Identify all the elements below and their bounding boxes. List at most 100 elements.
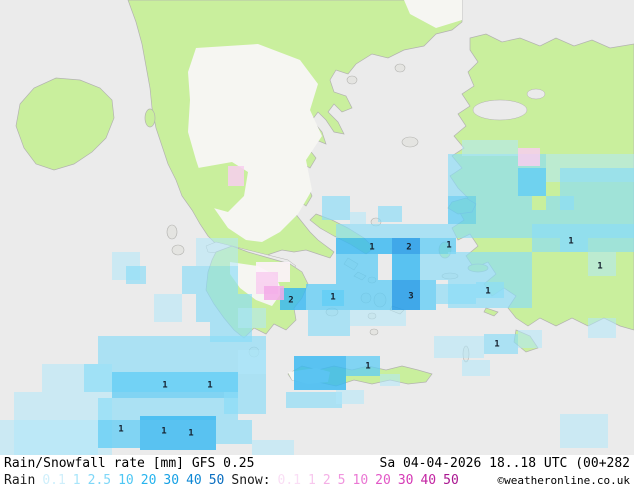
- scale-value: 50: [208, 473, 225, 488]
- precip-cell: [216, 420, 252, 444]
- terrain-north-east: [404, 0, 462, 28]
- precip-cell: [476, 282, 504, 298]
- precip-cell: [476, 196, 532, 224]
- scale-value: 20: [375, 473, 391, 488]
- island-corfu: [144, 108, 156, 128]
- precip-cell: [462, 360, 490, 376]
- precip-value: 1: [162, 381, 167, 391]
- precip-cell: [442, 238, 456, 254]
- sea-inlet: [526, 88, 546, 100]
- precip-value: 1: [118, 425, 123, 435]
- precip-cell: [280, 288, 306, 310]
- footer: Rain/Snowfall rate [mm] GFS 0.25 Sa 04-0…: [0, 455, 634, 490]
- scale-value: 10: [118, 473, 134, 488]
- snow-label: Snow:: [231, 473, 271, 488]
- precip-cell: [112, 372, 238, 398]
- copyright: ©weatheronline.co.uk: [497, 474, 630, 487]
- precip-cell: [336, 224, 448, 238]
- precip-cell: [518, 330, 542, 348]
- precip-cell: [252, 440, 294, 455]
- precipitation-cells: [0, 140, 634, 455]
- precip-cell: [392, 254, 420, 280]
- precip-cell: [264, 286, 284, 300]
- rain-scale: 0.1 1 2.5 10 20 30 40 50: [42, 472, 224, 489]
- sea-marmara: [472, 99, 528, 121]
- precip-value: 1: [494, 340, 499, 350]
- scale-value: 30: [397, 473, 414, 488]
- precip-cell: [392, 238, 420, 254]
- island-limnos: [401, 136, 419, 148]
- precip-cell: [336, 254, 378, 280]
- precip-cell: [308, 310, 350, 336]
- land-italy-heel: [15, 77, 115, 171]
- precip-cell: [434, 336, 484, 358]
- precip-cell: [420, 238, 442, 254]
- scale-value: 20: [140, 473, 157, 488]
- precip-cell: [182, 266, 238, 294]
- precip-cell: [346, 356, 380, 376]
- precip-value: 2: [288, 296, 293, 306]
- scale-value: 2.5: [87, 473, 112, 488]
- precip-value: 1: [188, 429, 193, 439]
- precip-cell: [448, 196, 476, 224]
- precip-value: 1: [207, 381, 212, 391]
- precip-cell: [238, 308, 266, 328]
- precip-cell: [350, 212, 366, 224]
- precip-cell: [350, 310, 406, 326]
- snow-scale: 0.1 1 2 5 10 20 30 40 50: [278, 472, 459, 489]
- precip-cell: [0, 420, 98, 455]
- precip-value: 1: [330, 293, 335, 303]
- scale-value: 40: [420, 473, 437, 488]
- precip-cell: [392, 280, 420, 310]
- precip-value: 1: [161, 427, 166, 437]
- precip-cell: [378, 206, 402, 222]
- island-thasos: [346, 75, 358, 85]
- precip-value: 1: [485, 287, 490, 297]
- precip-cell: [546, 196, 574, 210]
- scale-value: 50: [443, 473, 459, 488]
- island-santorini: [369, 328, 379, 336]
- scale-value: 1: [72, 473, 81, 488]
- precip-cell: [196, 238, 238, 266]
- precip-cell: [294, 356, 346, 390]
- precip-cell: [126, 266, 146, 284]
- map-title: Rain/Snowfall rate [mm] GFS 0.25: [4, 456, 255, 471]
- scale-value: 1: [308, 473, 316, 488]
- scale-value: 0.1: [277, 473, 302, 488]
- precip-cell: [336, 238, 364, 254]
- precip-cell: [420, 280, 436, 310]
- precip-cell: [518, 148, 540, 166]
- scale-value: 2: [322, 473, 331, 488]
- footer-legend-row: Rain 0.1 1 2.5 10 20 30 40 50 Snow: 0.1 1 2 5 10 20 3…: [4, 472, 630, 489]
- precip-cell: [224, 392, 266, 414]
- precip-cell: [154, 294, 182, 322]
- precip-cell: [484, 334, 518, 354]
- precip-cell: [98, 420, 140, 448]
- precip-value: 3: [408, 292, 413, 302]
- island-samothrace: [394, 63, 406, 73]
- scale-value: 5: [337, 473, 346, 488]
- precip-cell: [140, 416, 216, 450]
- precip-cell: [322, 290, 344, 306]
- precip-cell: [588, 252, 616, 276]
- scale-value: 10: [352, 473, 369, 488]
- precip-value: 1: [568, 237, 573, 247]
- precip-cell: [448, 224, 532, 238]
- precip-cell: [436, 284, 476, 304]
- precip-cell: [462, 140, 518, 156]
- precip-cell: [322, 196, 350, 220]
- island-zakynthos: [171, 244, 185, 256]
- precip-cell: [588, 318, 616, 338]
- precip-cell: [98, 398, 238, 420]
- footer-title-row: Rain/Snowfall rate [mm] GFS 0.25 Sa 04-0…: [4, 456, 630, 472]
- precip-cell: [238, 350, 266, 374]
- precip-cell: [420, 254, 448, 280]
- precip-cell: [560, 414, 608, 448]
- precip-value: 1: [446, 241, 451, 251]
- map-datetime: Sa 04-04-2026 18..18 UTC (00+282: [379, 456, 630, 471]
- map-area: 1 2 1 1 1 2 1 3 1 1 1 1 1 1 1 1: [0, 0, 634, 455]
- island-kos: [483, 307, 499, 317]
- precip-cell: [228, 166, 244, 186]
- rain-label: Rain: [4, 473, 36, 488]
